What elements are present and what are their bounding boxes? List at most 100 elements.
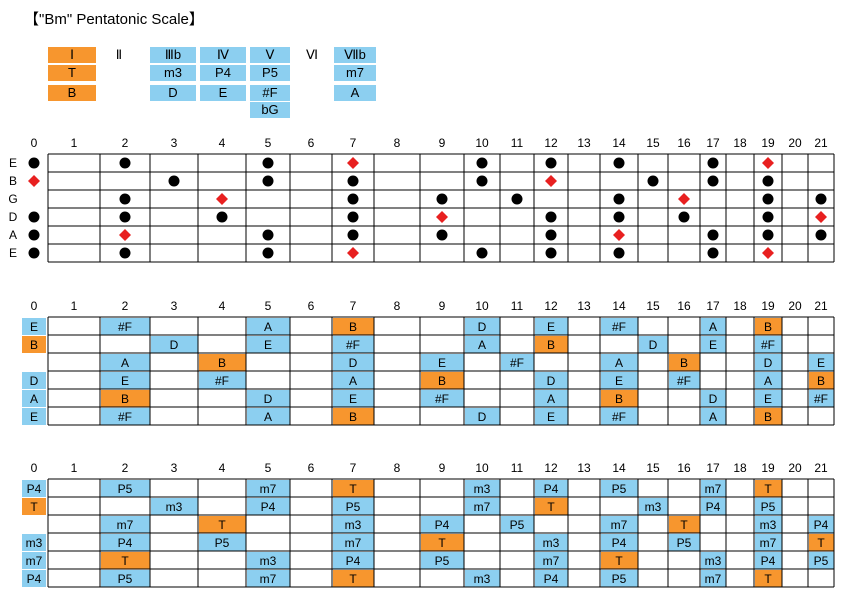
note-cell: [333, 372, 374, 389]
scale-dot: [613, 211, 625, 223]
scale-dot: [28, 211, 40, 223]
scale-dot: [545, 211, 557, 223]
cell-label: #F: [761, 338, 775, 352]
note-cell: [247, 552, 290, 569]
cell-label: T: [349, 572, 357, 586]
cell-label: E: [349, 392, 357, 406]
fret-number: 9: [439, 461, 446, 475]
cell-label: B: [349, 410, 357, 424]
cell-label: B: [764, 410, 772, 424]
scale-dot: [476, 157, 488, 169]
note-cell: [755, 336, 782, 353]
fret-number: 2: [122, 136, 129, 150]
cell-label: D: [30, 374, 39, 388]
note-cell: [421, 372, 464, 389]
legend-cell: m3: [150, 65, 196, 81]
note-cell: [601, 570, 638, 587]
fret-number: 9: [439, 299, 446, 313]
fret-number: 2: [122, 299, 129, 313]
fret-number: 8: [394, 136, 401, 150]
note-cell: [535, 570, 568, 587]
fret-number: 6: [308, 461, 315, 475]
scale-dot: [262, 175, 274, 187]
fret-number: 17: [706, 299, 720, 313]
note-cell: [22, 408, 46, 425]
cell-label: m3: [345, 518, 362, 532]
fret-number: 8: [394, 299, 401, 313]
note-cell: [465, 408, 500, 425]
cell-label: P5: [346, 500, 361, 514]
cell-label: P4: [544, 572, 559, 586]
cell-label: B: [121, 392, 129, 406]
fret-number: 19: [761, 136, 775, 150]
root-marker: [119, 229, 131, 241]
legend-cell: m7: [334, 65, 376, 81]
note-cell: [247, 408, 290, 425]
scale-dot: [545, 157, 557, 169]
legend-cell: E: [200, 85, 246, 101]
note-cell: [535, 480, 568, 497]
degree-legend: Ⅰ T B Ⅱ Ⅲb m3 D Ⅳ P4 E Ⅴ P5 #F bG Ⅵ Ⅶb m7 A: [0, 0, 857, 130]
string-name: B: [9, 174, 17, 188]
fret-number: 9: [439, 136, 446, 150]
cell-label: E: [547, 410, 555, 424]
legend-cell: Ⅰ: [48, 47, 96, 63]
cell-label: D: [264, 392, 273, 406]
note-cell: [22, 498, 46, 515]
note-cell: [101, 390, 150, 407]
cell-label: m3: [474, 482, 491, 496]
fret-number: 21: [814, 299, 828, 313]
cell-label: D: [349, 356, 358, 370]
cell-label: P5: [510, 518, 525, 532]
cell-label: D: [709, 392, 718, 406]
note-cell: [465, 480, 500, 497]
scale-dot: [347, 175, 359, 187]
cell-label: m7: [760, 536, 777, 550]
note-cell: [755, 390, 782, 407]
legend-cell: Ⅶb: [334, 47, 376, 63]
scale-dot: [262, 157, 274, 169]
fret-number: 14: [612, 461, 626, 475]
fret-number: 14: [612, 299, 626, 313]
cell-label: P5: [612, 572, 627, 586]
cell-label: m7: [474, 500, 491, 514]
scale-dot: [678, 211, 690, 223]
note-cell: [501, 516, 534, 533]
note-cell: [601, 480, 638, 497]
note-cell: [333, 534, 374, 551]
note-cell: [421, 552, 464, 569]
fret-number: 11: [511, 136, 524, 150]
cell-label: A: [547, 392, 555, 406]
root-marker: [436, 211, 448, 223]
scale-dot: [119, 247, 131, 259]
note-cell: [333, 498, 374, 515]
root-marker: [762, 157, 774, 169]
cell-label: A: [121, 356, 129, 370]
note-cell: [755, 498, 782, 515]
fret-number: 17: [706, 461, 720, 475]
fretboard-dot-diagram: 0 1 2 3 4 5 6 7 8 9 10 11 12 13 14 15 16 17 18 19 20 21 E B G D A E: [0, 135, 857, 265]
note-cell: [601, 372, 638, 389]
cell-label: P4: [706, 500, 721, 514]
cell-label: T: [764, 482, 772, 496]
note-cell: [501, 354, 534, 371]
note-cell: [101, 570, 150, 587]
cell-label: P4: [814, 518, 829, 532]
fret-number: 4: [219, 461, 226, 475]
scale-dot: [613, 193, 625, 205]
fret-number: 19: [761, 461, 775, 475]
cell-label: A: [709, 320, 717, 334]
note-cell: [465, 318, 500, 335]
note-cell: [22, 390, 46, 407]
fret-number: 5: [265, 461, 272, 475]
root-marker: [347, 157, 359, 169]
scale-dot: [707, 175, 719, 187]
note-cell: [22, 570, 46, 587]
cell-label: T: [121, 554, 129, 568]
note-cell: [333, 480, 374, 497]
scale-dot: [707, 229, 719, 241]
cell-label: P4: [544, 482, 559, 496]
fret-number: 18: [733, 461, 747, 475]
note-cell: [755, 318, 782, 335]
root-marker: [815, 211, 827, 223]
